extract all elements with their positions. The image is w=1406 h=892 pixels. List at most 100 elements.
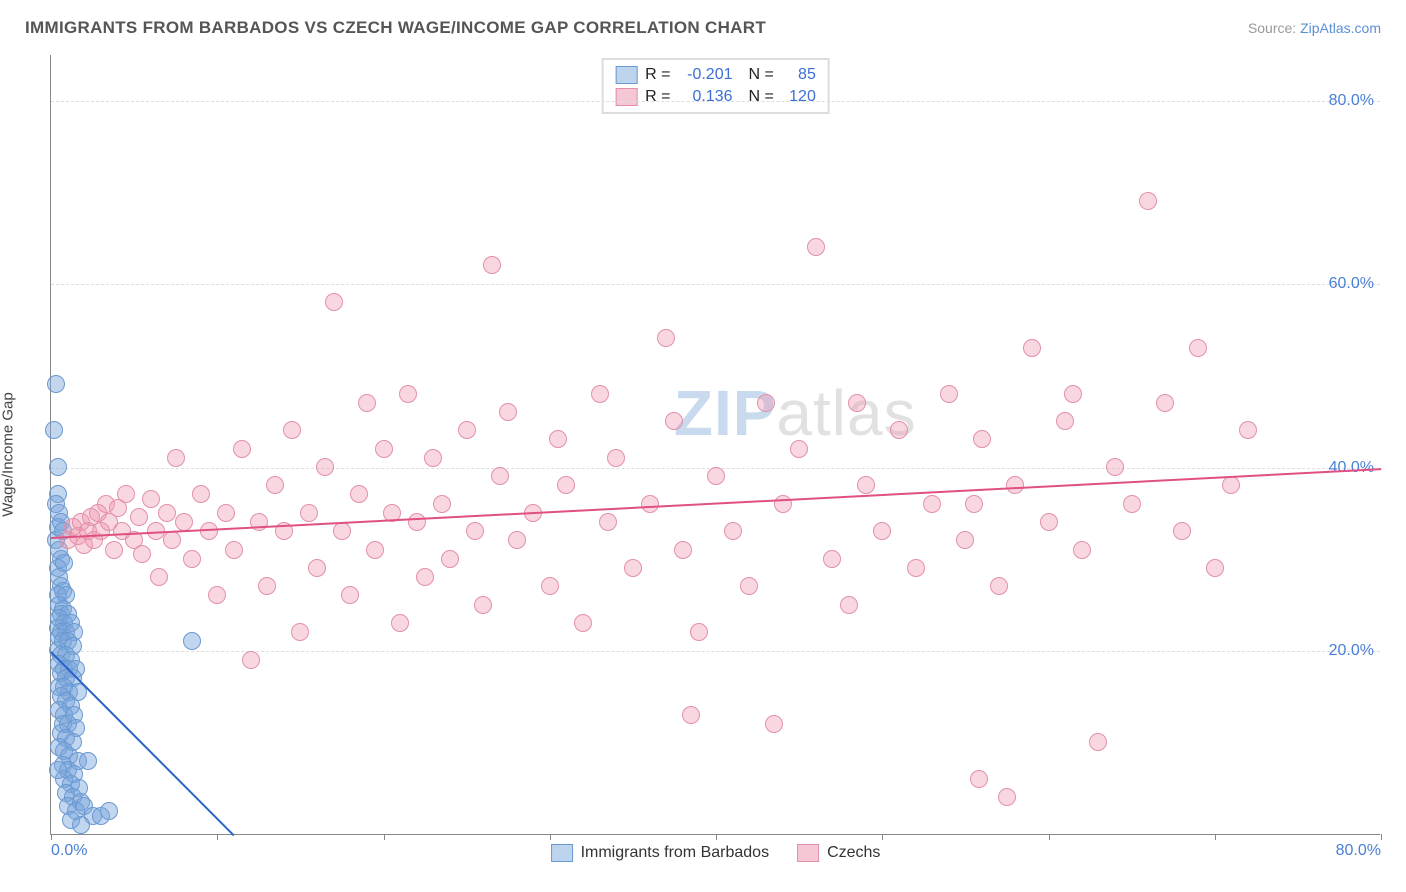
data-point [266,476,284,494]
data-point [1173,522,1191,540]
data-point [300,504,318,522]
stat-r-value: -0.201 [677,66,733,84]
data-point [549,430,567,448]
data-point [366,541,384,559]
data-point [242,651,260,669]
data-point [1056,412,1074,430]
x-tick-label: 0.0% [51,842,87,860]
data-point [807,238,825,256]
legend-item: Immigrants from Barbados [551,844,770,862]
data-point [358,394,376,412]
data-point [690,623,708,641]
data-point [823,550,841,568]
data-point [857,476,875,494]
scatter-plot: ZIPatlas R =-0.201N =85R =0.136N =120 Im… [50,55,1380,835]
legend-label: Immigrants from Barbados [581,844,770,862]
data-point [923,495,941,513]
data-point [375,440,393,458]
data-point [258,577,276,595]
data-point [774,495,792,513]
data-point [1023,339,1041,357]
data-point [848,394,866,412]
data-point [557,476,575,494]
data-point [1123,495,1141,513]
stats-legend-row: R =-0.201N =85 [603,64,828,86]
data-point [1206,559,1224,577]
data-point [100,802,118,820]
data-point [998,788,1016,806]
gridline [51,284,1380,285]
data-point [325,293,343,311]
data-point [341,586,359,604]
data-point [574,614,592,632]
data-point [416,568,434,586]
data-point [183,550,201,568]
data-point [665,412,683,430]
stats-legend: R =-0.201N =85R =0.136N =120 [601,58,830,114]
data-point [183,632,201,650]
x-tick-mark [51,834,52,840]
data-point [208,586,226,604]
stat-n-value: 120 [780,88,816,106]
data-point [474,596,492,614]
data-point [956,531,974,549]
data-point [350,485,368,503]
gridline [51,101,1380,102]
stat-r-label: R = [645,66,670,84]
data-point [163,531,181,549]
data-point [1222,476,1240,494]
x-tick-mark [550,834,551,840]
data-point [200,522,218,540]
data-point [965,495,983,513]
data-point [391,614,409,632]
data-point [591,385,609,403]
data-point [225,541,243,559]
data-point [233,440,251,458]
data-point [150,568,168,586]
stat-n-value: 85 [780,66,816,84]
data-point [740,577,758,595]
data-point [167,449,185,467]
data-point [765,715,783,733]
data-point [1106,458,1124,476]
data-point [308,559,326,577]
x-tick-mark [716,834,717,840]
data-point [175,513,193,531]
data-point [117,485,135,503]
data-point [424,449,442,467]
chart-title: IMMIGRANTS FROM BARBADOS VS CZECH WAGE/I… [25,18,1381,38]
data-point [840,596,858,614]
data-point [1006,476,1024,494]
data-point [433,495,451,513]
data-point [491,467,509,485]
data-point [142,490,160,508]
legend-swatch [615,66,637,84]
data-point [316,458,334,476]
data-point [1040,513,1058,531]
data-point [133,545,151,563]
data-point [72,816,90,834]
source-link[interactable]: ZipAtlas.com [1300,20,1381,36]
data-point [47,375,65,393]
data-point [674,541,692,559]
data-point [283,421,301,439]
data-point [1239,421,1257,439]
data-point [333,522,351,540]
data-point [657,329,675,347]
y-tick-label: 80.0% [1329,92,1374,110]
data-point [49,761,67,779]
data-point [970,770,988,788]
y-tick-label: 20.0% [1329,642,1374,660]
data-point [158,504,176,522]
data-point [105,541,123,559]
data-point [291,623,309,641]
data-point [940,385,958,403]
legend-swatch [797,844,819,862]
data-point [192,485,210,503]
data-point [790,440,808,458]
data-point [873,522,891,540]
legend-swatch [551,844,573,862]
data-point [217,504,235,522]
data-point [890,421,908,439]
data-point [441,550,459,568]
